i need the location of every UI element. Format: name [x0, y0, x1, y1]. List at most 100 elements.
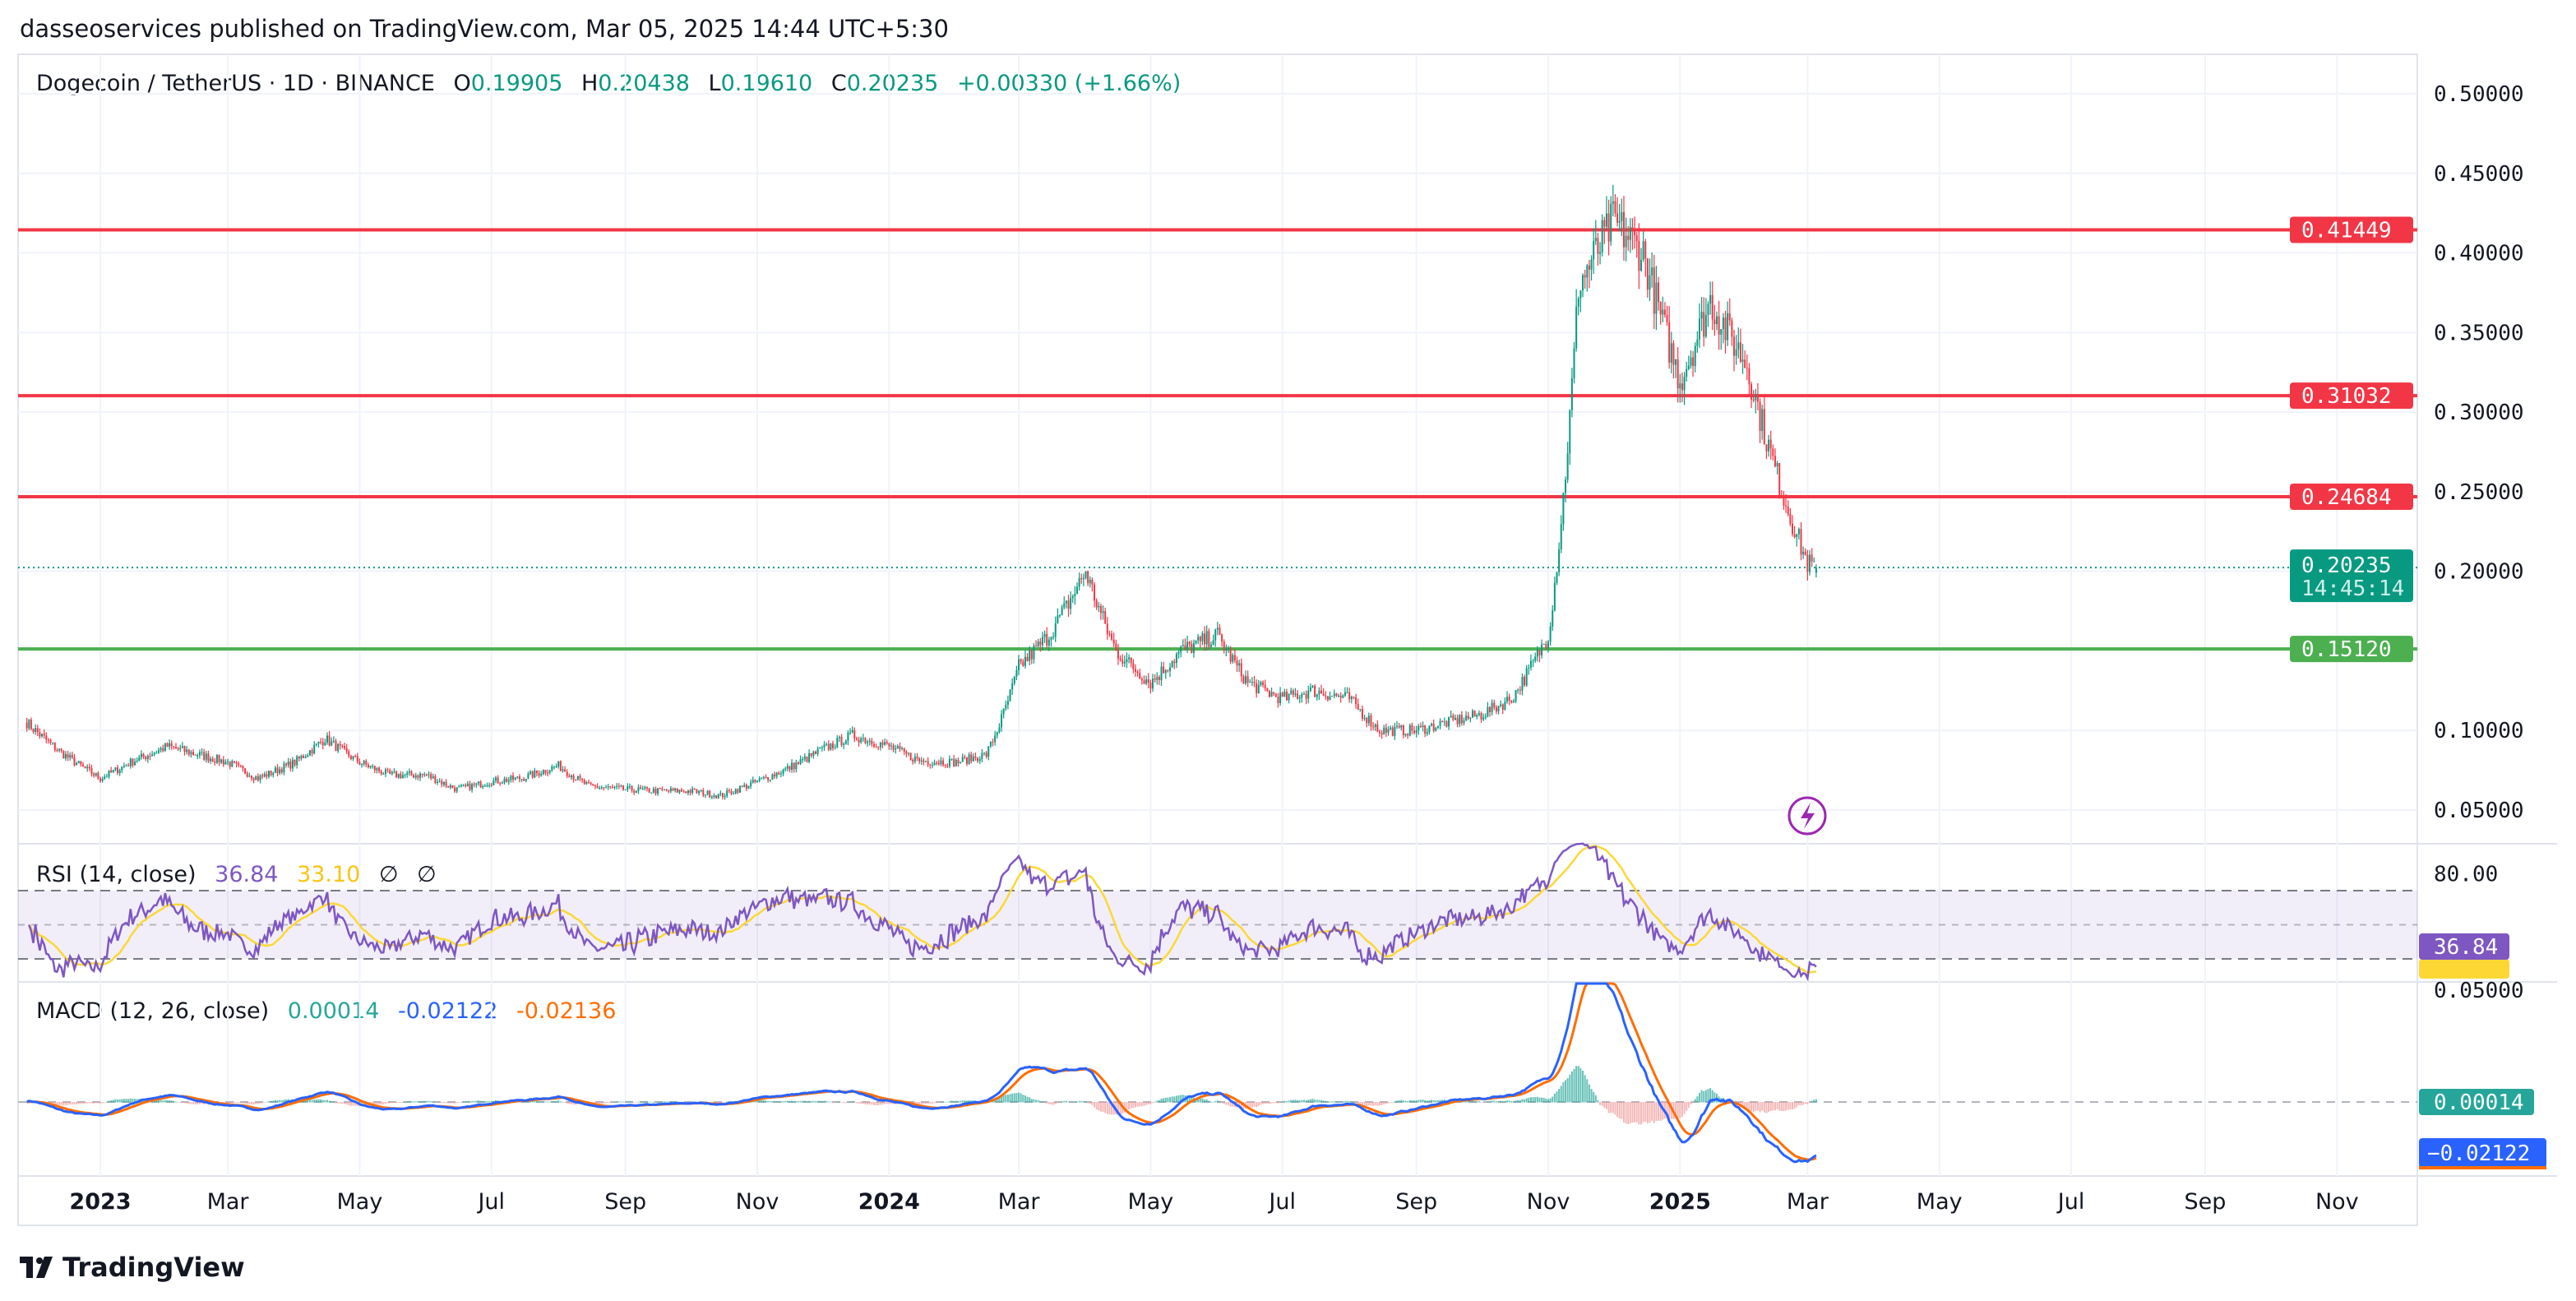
candle-body [1195, 640, 1197, 644]
macd-histogram-bar [1225, 1102, 1228, 1105]
macd-histogram-bar [1605, 1102, 1607, 1109]
candle-body [950, 758, 953, 760]
macd-histogram-bar [674, 1101, 677, 1103]
candle-body [1672, 343, 1675, 365]
macd-histogram-bar [231, 1102, 234, 1104]
macd-title[interactable]: MACD (12, 26, close) [36, 998, 270, 1024]
candle-body [1199, 637, 1201, 641]
macd-histogram-bar [372, 1102, 374, 1105]
macd-histogram-bar [553, 1100, 555, 1103]
macd-histogram-bar [844, 1102, 847, 1104]
macd-histogram-bar [786, 1100, 789, 1103]
macd-histogram-bar [1071, 1101, 1074, 1103]
candle-body [1147, 679, 1149, 683]
candle-body [1253, 682, 1256, 683]
candle-body [1703, 312, 1705, 337]
candle-body [779, 773, 782, 775]
macd-histogram-bar [617, 1101, 620, 1103]
candle-body [382, 774, 385, 776]
candle-body [1054, 623, 1057, 637]
candle-body [404, 774, 406, 776]
candle-body [1139, 673, 1141, 679]
macd-histogram-bar [1553, 1093, 1556, 1103]
macd-histogram-bar [652, 1101, 654, 1103]
candle-body [1524, 677, 1526, 686]
candle-body [635, 790, 637, 793]
rsi-title[interactable]: RSI (14, close) [36, 862, 197, 887]
candle-body [1087, 571, 1089, 584]
macd-histogram-bar [104, 1102, 106, 1103]
candle-body [473, 784, 475, 785]
candle-body [1728, 313, 1731, 321]
macd-histogram-bar [1640, 1102, 1643, 1125]
macd-histogram-bar [1232, 1102, 1234, 1107]
candle-body [1733, 336, 1736, 356]
macd-histogram-bar [1212, 1101, 1214, 1103]
macd-signal-value: -0.02136 [516, 998, 617, 1024]
candle-body [1811, 554, 1813, 562]
candle-body [1024, 656, 1026, 666]
candle-body [1130, 657, 1132, 664]
candle-body [1063, 603, 1066, 608]
candle-body [441, 780, 443, 785]
macd-histogram-bar [1301, 1100, 1303, 1103]
macd-histogram-bar [169, 1100, 171, 1103]
macd-histogram-bar [605, 1102, 608, 1104]
macd-histogram-bar [382, 1102, 385, 1104]
candle-body [425, 774, 428, 776]
candle-body [1593, 240, 1595, 260]
candle-body [1343, 692, 1346, 696]
macd-histogram-bar [1350, 1101, 1353, 1103]
candle-body [1731, 320, 1733, 337]
macd-histogram-bar [568, 1102, 571, 1104]
macd-histogram-bar [1199, 1098, 1201, 1103]
chart-frame [17, 53, 2418, 1226]
tradingview-logo[interactable]: TradingView [20, 1252, 245, 1283]
candle-body [761, 778, 763, 780]
macd-histogram-bar [419, 1101, 421, 1103]
candle-body [1590, 259, 1593, 270]
candle-body [1126, 659, 1128, 662]
macd-histogram-bar [1111, 1102, 1113, 1115]
candle-body [1246, 676, 1249, 683]
macd-histogram-bar [1634, 1102, 1636, 1123]
candle-body [1644, 241, 1647, 259]
macd-histogram-bar [1532, 1097, 1534, 1103]
candle-body [363, 761, 365, 765]
macd-histogram-bar [784, 1100, 787, 1103]
candle-body [252, 778, 255, 780]
candle-body [715, 795, 718, 799]
macd-histogram-bar [1806, 1102, 1809, 1104]
candle-body [892, 745, 895, 750]
candle-body [1515, 690, 1517, 701]
macd-histogram-bar [599, 1102, 601, 1104]
candle-body [1292, 690, 1294, 695]
macd-histogram-bar [557, 1100, 560, 1103]
candle-body [847, 732, 849, 741]
macd-histogram-bar [572, 1102, 575, 1105]
candle-body [1565, 479, 1567, 493]
macd-histogram-bar [1314, 1100, 1316, 1103]
macd-histogram-bar [886, 1102, 888, 1104]
candle-body [1374, 724, 1376, 728]
macd-histogram-bar [1311, 1099, 1314, 1103]
candle-body [211, 758, 214, 762]
macd-histogram-bar [1128, 1102, 1131, 1109]
lightning-icon[interactable] [1787, 796, 1827, 836]
candle-body [183, 746, 186, 752]
candle-body [1320, 690, 1323, 694]
candle-body [1236, 660, 1238, 666]
macd-histogram-bar [713, 1102, 715, 1104]
candle-body [1586, 265, 1589, 278]
candle-body [851, 730, 853, 733]
symbol-title[interactable]: Dogecoin / TetherUS · 1D · BINANCE [36, 71, 435, 96]
candle-body [1257, 684, 1260, 693]
macd-histogram-bar [344, 1102, 346, 1104]
candle-body [1048, 639, 1050, 646]
candle-body [1171, 661, 1173, 668]
candle-body [507, 780, 510, 782]
macd-histogram-bar [1387, 1102, 1390, 1104]
macd-legend: MACD (12, 26, close) 0.00014 -0.02122 -0… [36, 998, 616, 1024]
candle-body [1793, 534, 1796, 538]
